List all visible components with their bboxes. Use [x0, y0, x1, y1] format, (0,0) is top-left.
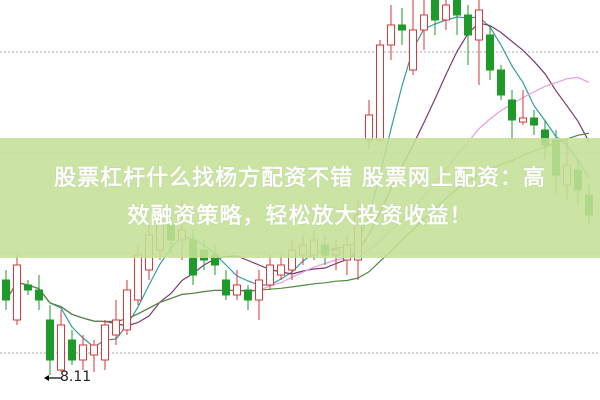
candle-body — [24, 284, 32, 291]
candle-body — [35, 289, 43, 301]
down-candle — [244, 285, 252, 310]
up-candle — [123, 280, 131, 335]
up-candle — [233, 270, 241, 300]
up-candle — [79, 335, 87, 370]
candle-body — [387, 24, 395, 46]
low-annotation — [44, 375, 62, 381]
down-candle — [486, 25, 494, 80]
down-candle — [35, 275, 43, 310]
down-candle — [2, 270, 10, 310]
down-candle — [508, 90, 516, 140]
title-banner: 股票杠杆什么找杨方配资不错 股票网上配资：高 效融资策略，轻松放大投资收益！ — [0, 138, 600, 258]
candle-body — [68, 339, 76, 361]
candle-body — [398, 24, 406, 31]
candle-body — [112, 319, 120, 336]
candle-body — [475, 9, 483, 41]
candle-body — [530, 117, 538, 126]
down-candle — [222, 270, 230, 300]
candle-body — [13, 264, 21, 321]
up-candle — [57, 310, 65, 372]
candle-body — [255, 279, 263, 301]
down-candle — [398, 8, 406, 45]
up-candle — [255, 270, 263, 320]
candle-body — [244, 289, 252, 301]
up-candle — [112, 300, 120, 345]
candle-body — [365, 114, 373, 141]
up-candle — [420, 0, 428, 50]
candle-body — [464, 14, 472, 36]
candle-body — [497, 69, 505, 96]
candle-body — [134, 254, 142, 301]
down-candle — [431, 0, 439, 35]
candle-body — [79, 344, 87, 361]
candle-body — [442, 4, 450, 21]
up-candle — [13, 255, 21, 325]
up-candle — [387, 5, 395, 60]
down-candle — [497, 65, 505, 100]
candle-body — [123, 289, 131, 331]
up-candle — [101, 320, 109, 370]
up-candle — [519, 90, 527, 125]
down-candle — [68, 330, 76, 365]
up-candle — [90, 340, 98, 372]
banner-line-1: 股票杠杆什么找杨方配资不错 股票网上配资：高 — [54, 166, 546, 191]
candle-body — [277, 264, 285, 276]
up-candle — [442, 0, 450, 30]
down-candle — [24, 280, 32, 295]
candle-body — [409, 29, 417, 71]
candle-body — [222, 279, 230, 296]
candle-body — [453, 0, 461, 16]
candle-body — [2, 279, 10, 301]
down-candle — [46, 305, 54, 375]
up-candle — [266, 255, 274, 290]
candle-body — [376, 44, 384, 141]
down-candle — [530, 110, 538, 135]
candle-body — [508, 99, 516, 121]
low-price-label: 8.11 — [60, 369, 92, 385]
down-candle — [453, 0, 461, 35]
candle-body — [519, 117, 527, 123]
banner-line-2: 效融资策略，轻松放大投资收益！ — [127, 204, 473, 229]
up-candle — [475, 0, 483, 85]
down-candle — [464, 5, 472, 65]
candle-body — [46, 319, 54, 361]
candle-body — [57, 324, 65, 371]
candle-body — [431, 0, 439, 21]
up-candle — [376, 40, 384, 141]
candle-body — [486, 34, 494, 71]
up-candle — [409, 0, 417, 75]
candle-body — [420, 14, 428, 31]
candle-body — [266, 264, 274, 286]
arrow-head-icon — [44, 375, 49, 381]
candle-body — [101, 324, 109, 361]
candle-body — [90, 344, 98, 356]
candle-body — [233, 284, 241, 296]
up-candle — [277, 255, 285, 280]
